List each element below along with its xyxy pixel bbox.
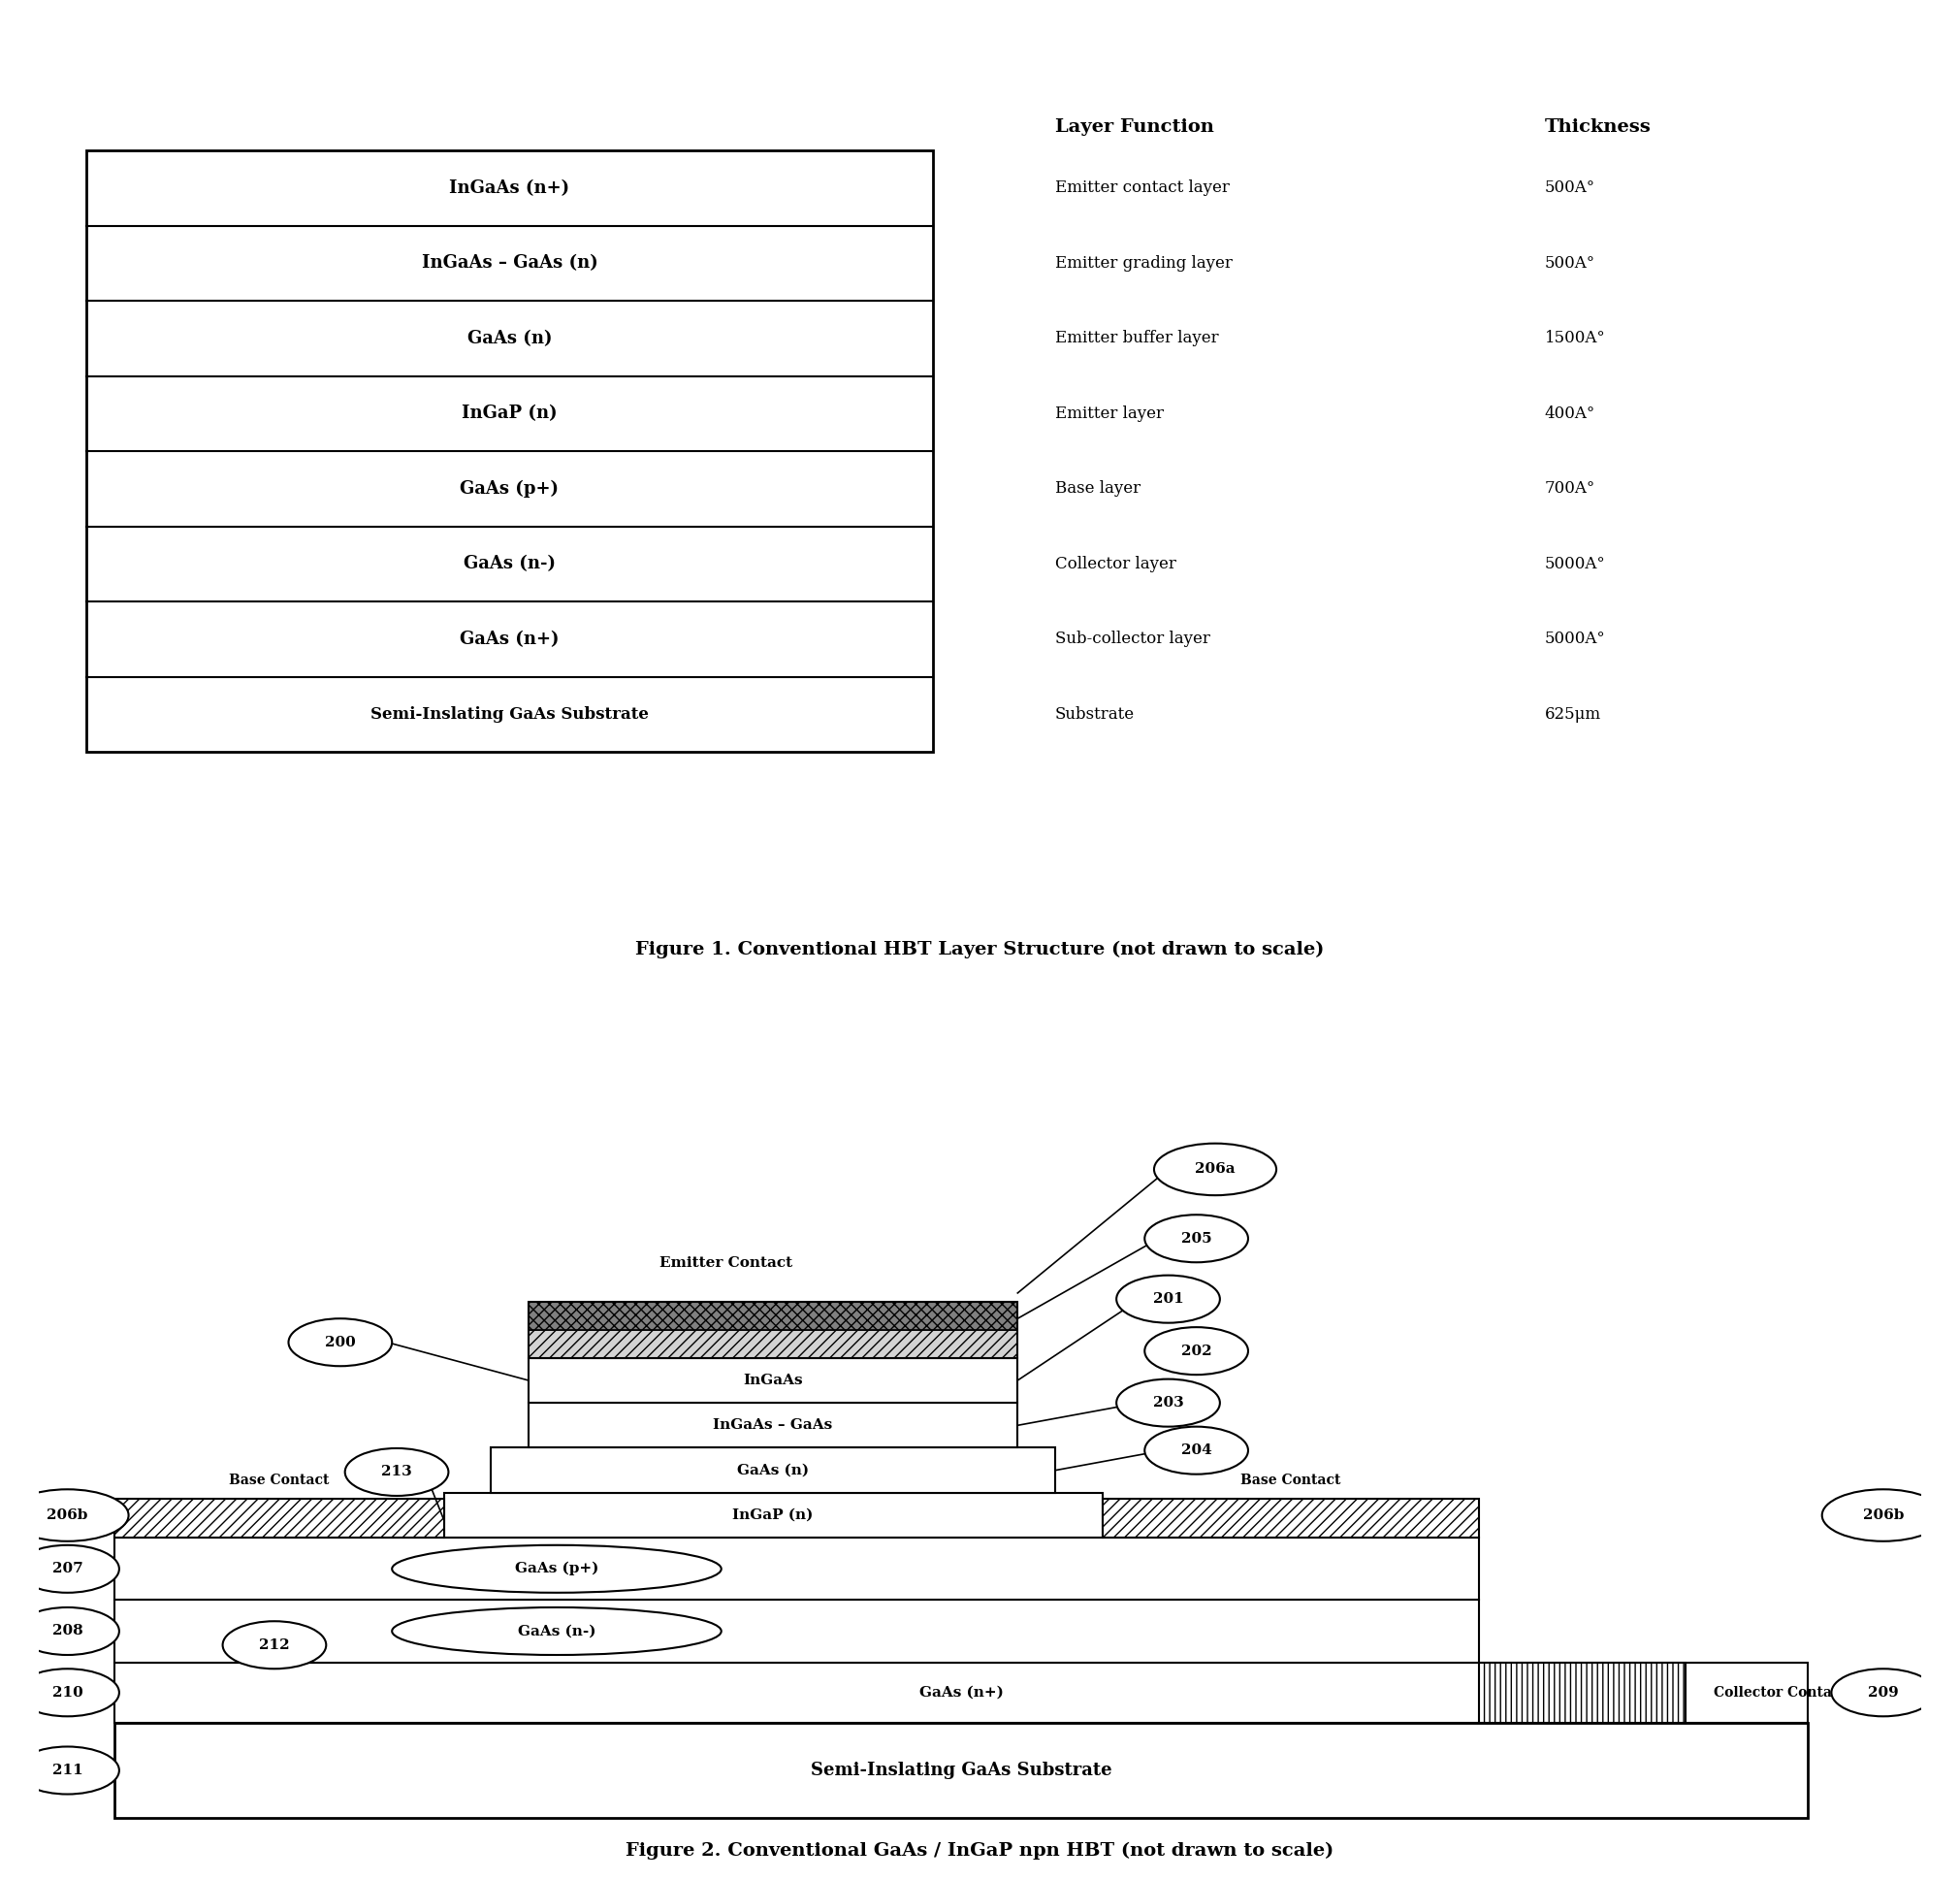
Text: Base Contact: Base Contact [1241,1474,1341,1487]
Text: Semi-Inslating GaAs Substrate: Semi-Inslating GaAs Substrate [811,1762,1111,1778]
Text: 204: 204 [1182,1444,1211,1457]
Bar [114,1662,1807,1722]
Text: Emitter buffer layer: Emitter buffer layer [1054,331,1219,346]
Ellipse shape [1145,1214,1249,1261]
Text: 5000A°: 5000A° [1544,632,1605,647]
Text: 5000A°: 5000A° [1544,556,1605,572]
Text: 201: 201 [1152,1292,1184,1307]
Text: 210: 210 [53,1686,82,1700]
Text: InGaAs – GaAs (n): InGaAs – GaAs (n) [421,254,598,273]
Text: Semi-Inslating GaAs Substrate: Semi-Inslating GaAs Substrate [370,707,649,722]
Text: InGaAs: InGaAs [743,1374,804,1387]
Bar [490,1448,1054,1493]
Bar [529,1402,1017,1448]
Ellipse shape [1145,1427,1249,1474]
Text: Emitter contact layer: Emitter contact layer [1054,180,1229,196]
Ellipse shape [392,1607,721,1654]
Bar [529,1357,1017,1402]
Ellipse shape [16,1607,120,1654]
Ellipse shape [6,1489,129,1542]
Text: Substrate: Substrate [1054,707,1135,722]
Ellipse shape [16,1545,120,1592]
Text: Emitter Contact: Emitter Contact [659,1256,792,1269]
Text: 625μm: 625μm [1544,707,1601,722]
Bar [443,1493,1102,1538]
Ellipse shape [1831,1669,1935,1716]
Ellipse shape [1154,1143,1276,1196]
Text: Base layer: Base layer [1054,481,1141,496]
Bar [1478,1662,1686,1722]
Ellipse shape [1117,1275,1219,1324]
Text: 203: 203 [1152,1397,1184,1410]
Text: 207: 207 [53,1562,82,1575]
Text: 202: 202 [1182,1344,1211,1357]
Text: GaAs (n+): GaAs (n+) [461,630,559,649]
Text: 400A°: 400A° [1544,406,1595,421]
Text: GaAs (n+): GaAs (n+) [919,1686,1004,1700]
Ellipse shape [1145,1327,1249,1374]
Text: InGaP (n): InGaP (n) [463,404,557,423]
Ellipse shape [16,1747,120,1794]
Text: Figure 1. Conventional HBT Layer Structure (not drawn to scale): Figure 1. Conventional HBT Layer Structu… [635,940,1325,959]
Ellipse shape [223,1621,325,1669]
Text: 206a: 206a [1196,1162,1235,1177]
Text: 209: 209 [1868,1686,1899,1700]
Ellipse shape [392,1545,721,1592]
Text: GaAs (n-): GaAs (n-) [463,555,557,573]
Text: 500A°: 500A° [1544,256,1595,271]
Ellipse shape [345,1448,449,1496]
Text: Base Contact: Base Contact [229,1474,329,1487]
Ellipse shape [1117,1380,1219,1427]
Text: 206b: 206b [1862,1508,1903,1523]
Text: InGaAs (n+): InGaAs (n+) [449,179,570,197]
Bar [114,1498,443,1538]
Bar [114,1538,1478,1600]
Text: Emitter layer: Emitter layer [1054,406,1164,421]
Text: Sub-collector layer: Sub-collector layer [1054,632,1211,647]
Text: InGaAs – GaAs: InGaAs – GaAs [713,1419,833,1433]
Text: 212: 212 [259,1637,290,1653]
Text: 205: 205 [1182,1231,1211,1245]
Bar [114,1722,1807,1818]
Text: 206b: 206b [47,1508,88,1523]
Text: GaAs (p+): GaAs (p+) [515,1562,598,1575]
Bar [114,1600,1478,1662]
Text: Figure 2. Conventional GaAs / InGaP npn HBT (not drawn to scale): Figure 2. Conventional GaAs / InGaP npn … [625,1842,1335,1859]
Text: InGaP (n): InGaP (n) [733,1508,813,1523]
Bar [529,1329,1017,1357]
Ellipse shape [16,1669,120,1716]
Text: 200: 200 [325,1335,355,1350]
Bar [529,1301,1017,1357]
Text: 211: 211 [53,1763,82,1777]
Text: Thickness: Thickness [1544,118,1650,135]
Text: 500A°: 500A° [1544,180,1595,196]
Text: Layer Function: Layer Function [1054,118,1213,135]
Text: 1500A°: 1500A° [1544,331,1605,346]
Text: 700A°: 700A° [1544,481,1595,496]
Text: GaAs (p+): GaAs (p+) [461,479,559,498]
Ellipse shape [288,1318,392,1367]
Text: Collector Contact: Collector Contact [1713,1686,1846,1700]
Bar [529,1301,1017,1329]
Bar [1102,1498,1478,1538]
Text: GaAs (n-): GaAs (n-) [517,1624,596,1637]
Text: Emitter grading layer: Emitter grading layer [1054,256,1233,271]
Ellipse shape [1823,1489,1944,1542]
Text: GaAs (n): GaAs (n) [466,329,553,348]
Text: 213: 213 [382,1465,412,1480]
Text: GaAs (n): GaAs (n) [737,1463,809,1478]
Bar [86,150,933,752]
Text: Collector layer: Collector layer [1054,556,1176,572]
Text: 208: 208 [53,1624,82,1637]
